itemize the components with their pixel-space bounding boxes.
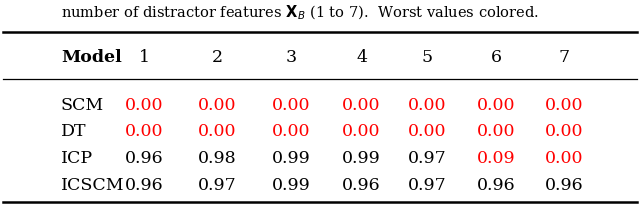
Text: 0.00: 0.00 [408, 96, 447, 114]
Text: 0.00: 0.00 [198, 96, 237, 114]
Text: 0.99: 0.99 [272, 150, 310, 167]
Text: 0.00: 0.00 [477, 96, 515, 114]
Text: ICP: ICP [61, 150, 93, 167]
Text: 0.99: 0.99 [342, 150, 381, 167]
Text: 0.00: 0.00 [342, 123, 381, 140]
Text: 0.96: 0.96 [125, 177, 163, 194]
Text: ICSCM: ICSCM [61, 177, 124, 194]
Text: 0.98: 0.98 [198, 150, 237, 167]
Text: 0.00: 0.00 [272, 123, 310, 140]
Text: 6: 6 [490, 49, 502, 66]
Text: 0.00: 0.00 [477, 123, 515, 140]
Text: 0.97: 0.97 [408, 150, 447, 167]
Text: 0.00: 0.00 [408, 123, 447, 140]
Text: 0.09: 0.09 [477, 150, 515, 167]
Text: 0.00: 0.00 [125, 123, 163, 140]
Text: 0.96: 0.96 [545, 177, 584, 194]
Text: 0.00: 0.00 [342, 96, 381, 114]
Text: 0.00: 0.00 [545, 96, 584, 114]
Text: 0.00: 0.00 [545, 150, 584, 167]
Text: 0.00: 0.00 [198, 123, 237, 140]
Text: 5: 5 [422, 49, 433, 66]
Text: Model: Model [61, 49, 122, 66]
Text: 2: 2 [212, 49, 223, 66]
Text: 0.96: 0.96 [477, 177, 515, 194]
Text: 0.97: 0.97 [198, 177, 237, 194]
Text: 0.99: 0.99 [272, 177, 310, 194]
Text: 0.96: 0.96 [125, 150, 163, 167]
Text: number of distractor features $\mathbf{X}_B$ (1 to 7).  Worst values colored.: number of distractor features $\mathbf{X… [61, 4, 538, 22]
Text: 0.00: 0.00 [272, 96, 310, 114]
Text: 0.00: 0.00 [125, 96, 163, 114]
Text: 0.96: 0.96 [342, 177, 381, 194]
Text: 3: 3 [285, 49, 297, 66]
Text: 1: 1 [138, 49, 150, 66]
Text: 0.00: 0.00 [545, 123, 584, 140]
Text: 7: 7 [559, 49, 570, 66]
Text: SCM: SCM [61, 96, 104, 114]
Text: 0.97: 0.97 [408, 177, 447, 194]
Text: DT: DT [61, 123, 86, 140]
Text: 4: 4 [356, 49, 367, 66]
